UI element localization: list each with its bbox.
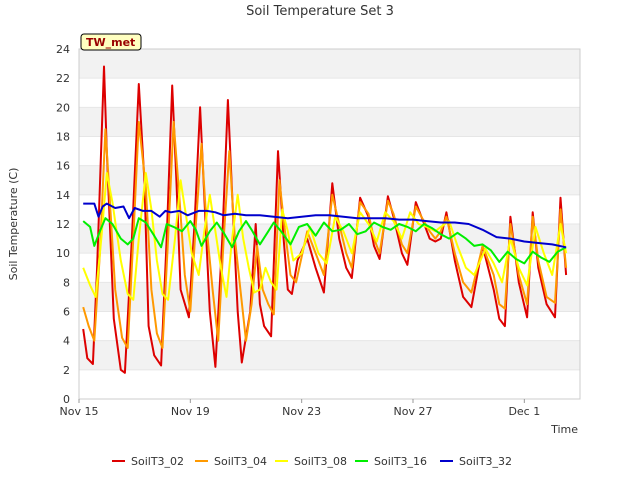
grid-band [79,165,580,195]
plot-frame [78,48,581,400]
y-axis-label: Soil Temperature (C) [7,168,20,281]
y-tick-label: 14 [56,189,70,202]
y-tick-label: 2 [63,364,70,377]
y-tick-label: 4 [63,335,70,348]
station-badge: TW_met [80,33,142,51]
series-line-SoilT3_16 [82,217,567,265]
x-tick-label: Dec 1 [508,405,540,418]
grid-band [79,369,580,399]
grid-band [79,78,580,108]
x-tick-label: Nov 27 [394,405,433,418]
x-tick-label: Nov 19 [171,405,210,418]
y-tick-label: 20 [56,101,70,114]
y-tick-label: 12 [56,218,70,231]
legend-label: SoilT3_02 [131,455,184,468]
series-line-SoilT3_32 [83,202,567,249]
series-line-SoilT3_02 [82,65,568,374]
grid-bands [79,49,580,400]
legend-label: SoilT3_32 [459,455,512,468]
grid-band [79,107,580,137]
y-tick-label: 8 [63,276,70,289]
y-tick-label: 16 [56,160,70,173]
x-axis-label: Time [550,423,578,436]
y-tick-label: 18 [56,131,70,144]
x-axis-ticks: Nov 15 Nov 19 Nov 23 Nov 27 Dec 1 [60,399,540,418]
y-tick-label: 22 [56,72,70,85]
legend-label: SoilT3_08 [294,455,347,468]
y-tick-label: 24 [56,43,70,56]
legend-label: SoilT3_04 [214,455,267,468]
y-tick-label: 10 [56,247,70,260]
chart-title: Soil Temperature Set 3 [246,4,394,19]
legend: SoilT3_02 SoilT3_04 SoilT3_08 SoilT3_16 Soil… [112,455,512,468]
legend-label: SoilT3_16 [374,455,427,468]
station-badge-label: TW_met [86,36,135,49]
x-tick-label: Nov 15 [60,405,99,418]
y-tick-label: 0 [63,393,70,406]
series-lines [82,65,568,374]
grid-band [79,49,580,79]
x-tick-label: Nov 23 [282,405,321,418]
grid-band [79,136,580,166]
y-tick-label: 6 [63,306,70,319]
